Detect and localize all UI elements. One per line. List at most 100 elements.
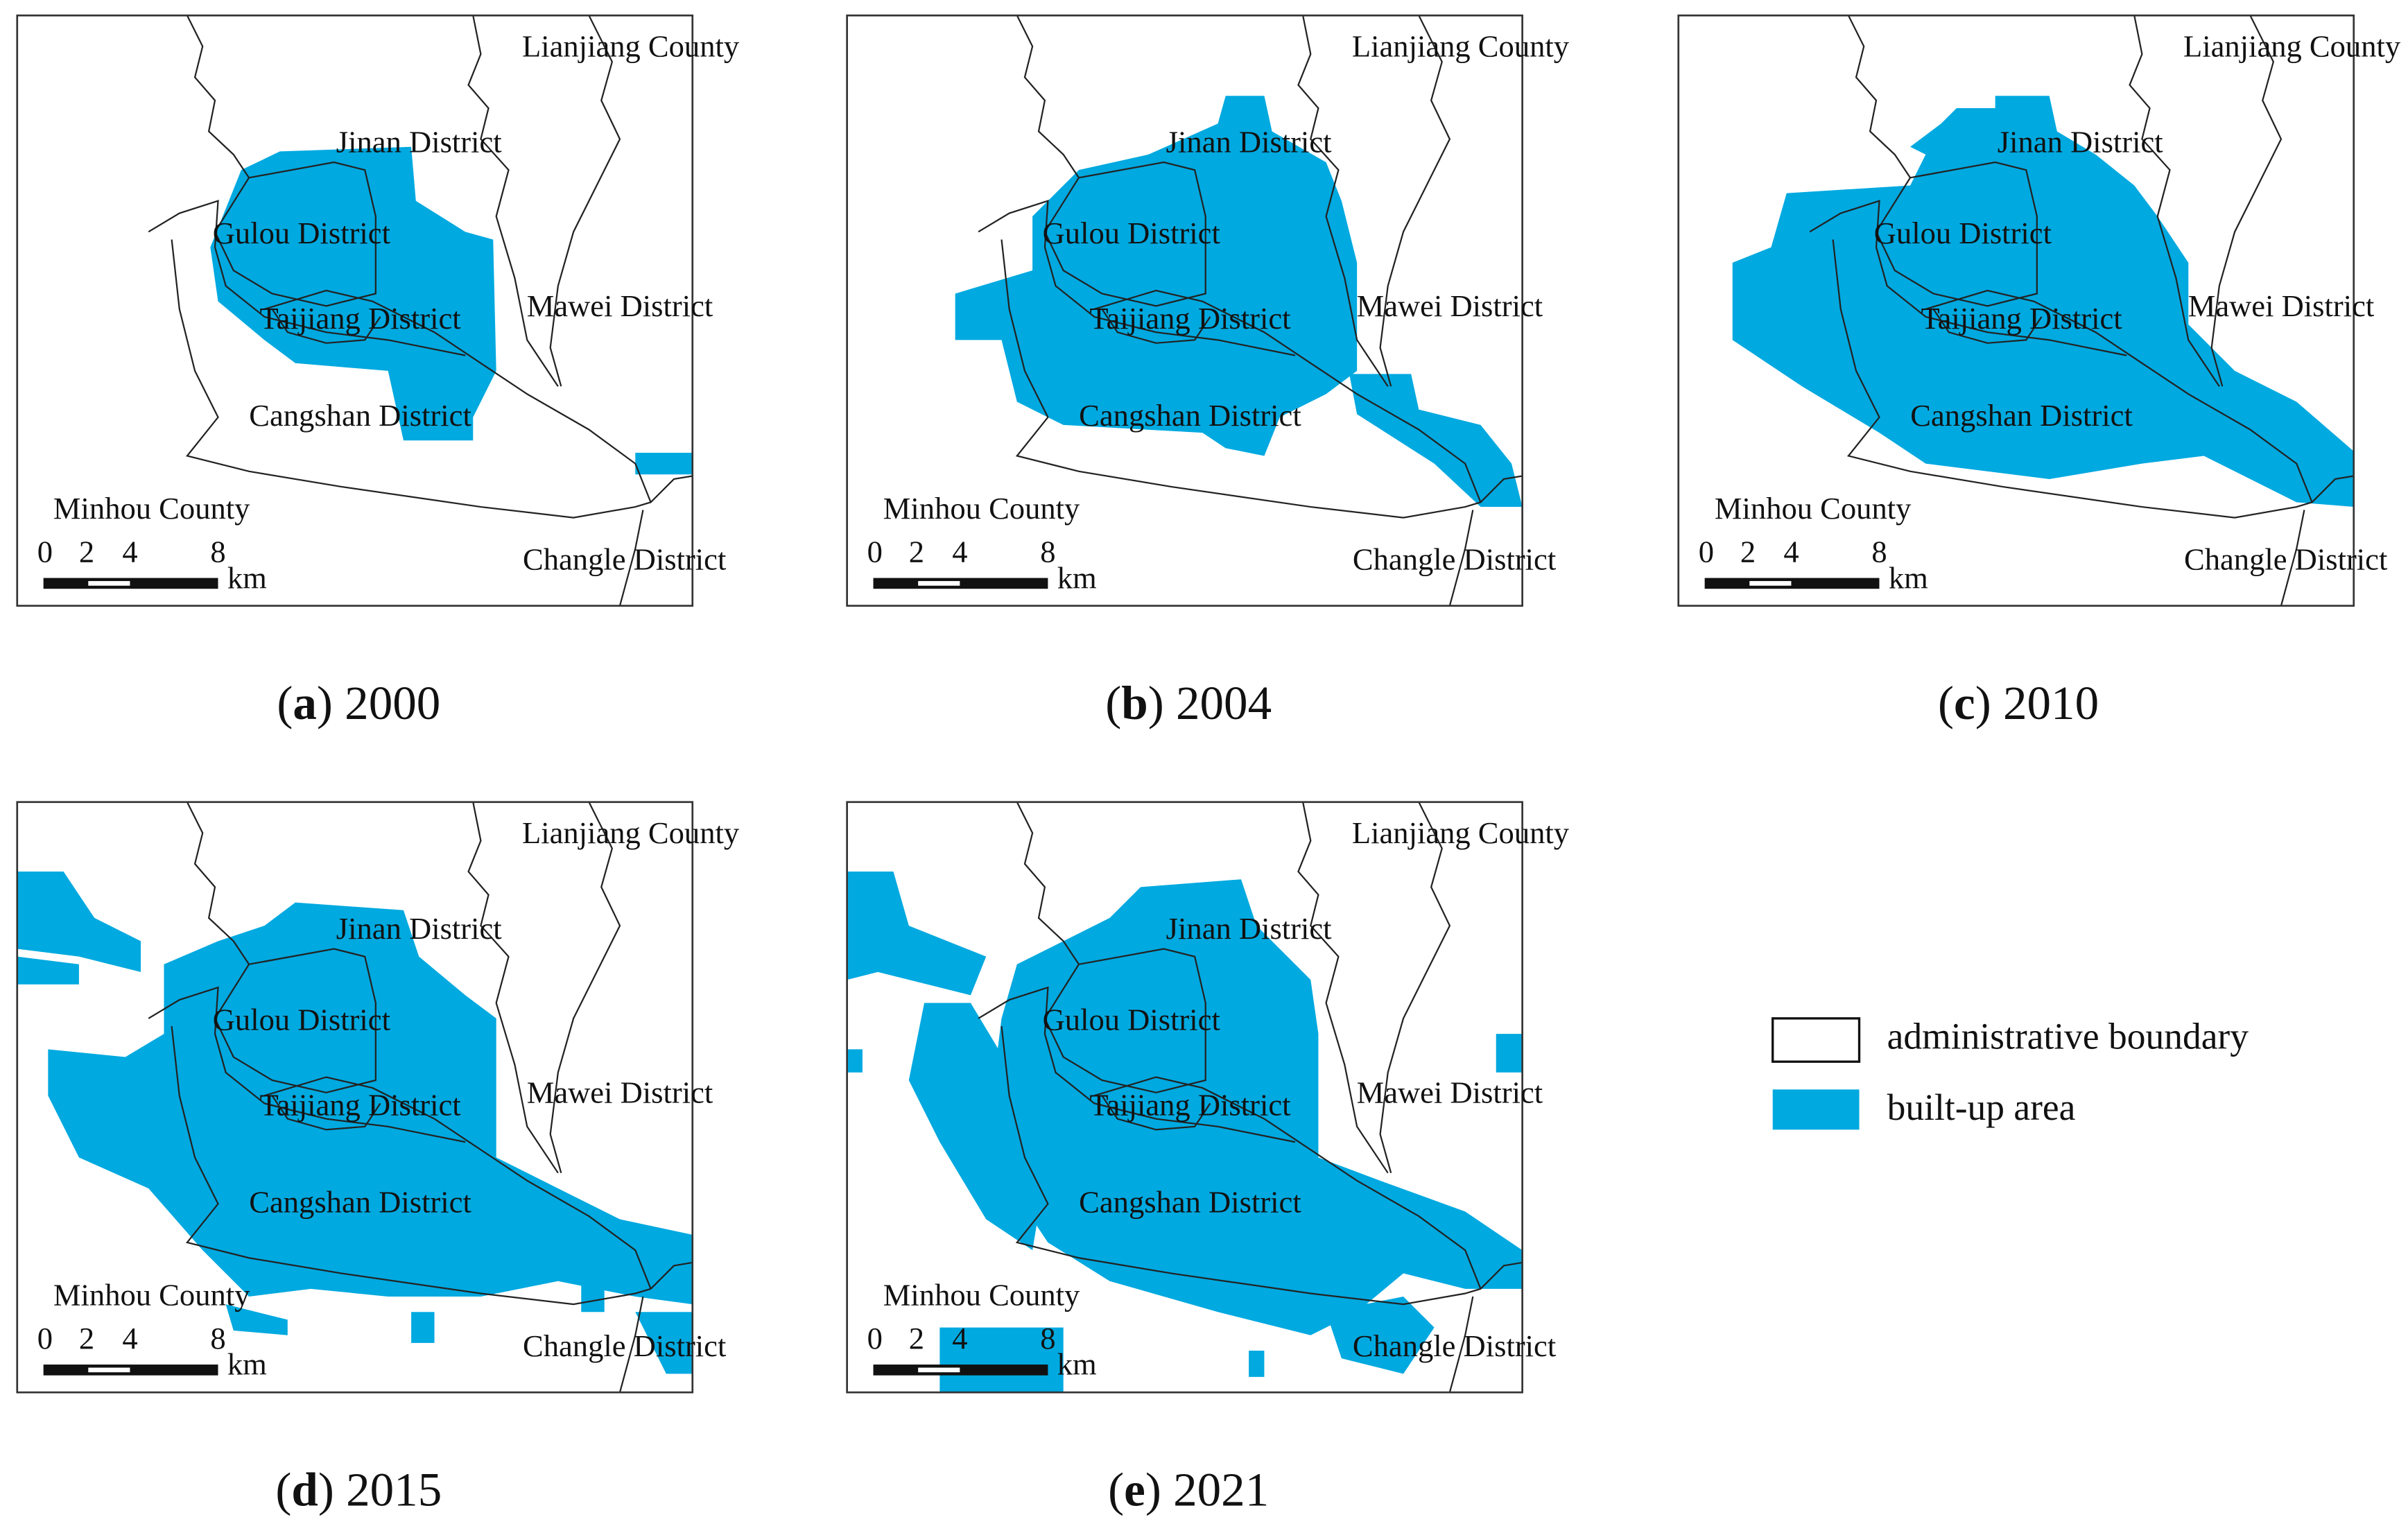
place-label: Taijiang District	[1089, 301, 1291, 336]
place-label: Lianjiang County	[2183, 29, 2401, 64]
scale-unit: km	[1889, 560, 1928, 595]
place-label: Changle District	[523, 542, 727, 577]
boundary	[2210, 15, 2283, 387]
boundary	[1448, 510, 1474, 606]
boundary	[549, 802, 621, 1173]
place-label: Cangshan District	[249, 398, 471, 433]
caption-part: (	[277, 676, 293, 729]
place-label: Minhou County	[883, 1277, 1080, 1312]
place-label: Lianjiang County	[1352, 815, 1570, 850]
boundary	[549, 15, 621, 387]
place-label: Mawei District	[2188, 288, 2375, 323]
boundary	[1093, 1076, 1482, 1290]
map-content	[17, 802, 693, 1393]
built-up-area	[1732, 96, 2354, 508]
built-up-area	[225, 1304, 288, 1335]
place-label: Mawei District	[1357, 288, 1543, 323]
boundary	[171, 239, 693, 519]
place-label: Cangshan District	[1910, 398, 2133, 433]
place-label: Lianjiang County	[1352, 29, 1570, 64]
legend-label: built-up area	[1887, 1086, 2076, 1128]
place-label: Gulou District	[213, 216, 391, 250]
boundary	[1379, 802, 1451, 1173]
scale-label: 2	[909, 534, 924, 569]
place-label: Changle District	[1353, 1328, 1557, 1363]
boundary	[271, 1095, 381, 1131]
boundary	[2280, 510, 2305, 606]
scale-unit: km	[1057, 560, 1097, 595]
scale-bar	[1704, 578, 1880, 589]
scale-label: 2	[79, 534, 94, 569]
built-up-area	[847, 872, 987, 996]
boundary	[186, 802, 250, 965]
boundary	[1043, 948, 1206, 1093]
built-up-area	[939, 1327, 1064, 1393]
boundary	[1001, 1025, 1523, 1306]
place-label: Mawei District	[527, 1075, 713, 1109]
place-label: Taijiang District	[259, 301, 461, 336]
panel-caption: (d) 2015	[275, 1462, 442, 1516]
place-label: Cangshan District	[1079, 1185, 1301, 1220]
place-label: Taijiang District	[259, 1087, 461, 1122]
boundary	[271, 309, 381, 344]
scale-label: 8	[1040, 1321, 1055, 1356]
built-up-area	[17, 956, 79, 985]
caption-part: (	[1108, 1462, 1124, 1516]
built-up-area	[955, 96, 1358, 456]
caption-part: c	[1954, 676, 1975, 729]
scale-label: 4	[952, 1321, 967, 1356]
scale-bar-segment	[88, 1367, 130, 1373]
legend-label: administrative boundary	[1887, 1015, 2249, 1057]
scale-label: 4	[952, 534, 967, 569]
scale-label: 8	[1871, 534, 1887, 569]
scale-label: 4	[122, 534, 137, 569]
scale-label: 2	[909, 1321, 924, 1356]
boundary	[1101, 1095, 1211, 1131]
scale-label: 0	[37, 1321, 53, 1356]
scale-label: 0	[37, 534, 53, 569]
caption-part: ) 2000	[317, 676, 440, 729]
scale-bar-segment	[88, 581, 130, 586]
place-label: Gulou District	[213, 1003, 391, 1037]
boundary	[186, 15, 250, 178]
boundary	[1297, 802, 1389, 1174]
boundary	[618, 510, 644, 606]
built-up-area	[1349, 374, 1523, 508]
map-panel: Lianjiang County Jinan District Gulou Dist…	[16, 801, 740, 1394]
scale-label: 0	[1699, 534, 1714, 569]
caption-part: d	[291, 1462, 318, 1516]
built-up-area	[411, 1312, 435, 1343]
scale-bar-segment	[918, 581, 960, 586]
map-content	[955, 15, 1523, 606]
boundary	[1379, 15, 1451, 387]
scale-label: 8	[1040, 534, 1055, 569]
map-frame	[16, 14, 694, 607]
boundary	[1016, 15, 1080, 178]
caption-part: ) 2021	[1145, 1462, 1269, 1516]
caption-part: ) 2004	[1148, 676, 1272, 729]
boundary	[1925, 289, 2313, 503]
scale-label: 2	[1740, 534, 1756, 569]
map-frame	[1677, 14, 2355, 607]
built-up-area	[635, 1312, 693, 1374]
boundary	[1101, 309, 1211, 344]
map-panel: Lianjiang County Jinan District Gulou Dist…	[1677, 14, 2401, 607]
place-label: Jinan District	[1166, 911, 1332, 946]
panel-caption: (c) 2010	[1938, 676, 2099, 729]
scale-bar	[873, 1365, 1048, 1376]
scale-unit: km	[227, 1347, 267, 1382]
scale-bar	[43, 578, 218, 589]
boundary	[214, 948, 376, 1093]
boundary	[467, 802, 559, 1174]
map-panel: Lianjiang County Jinan District Gulou Dist…	[846, 801, 1570, 1394]
built-up-area	[210, 146, 496, 441]
boundary	[264, 1076, 652, 1290]
boundary	[214, 161, 376, 307]
built-up-area	[847, 1049, 863, 1073]
boundary	[1832, 239, 2354, 519]
built-up-area	[635, 453, 693, 475]
place-label: Gulou District	[1874, 216, 2052, 250]
place-label: Lianjiang County	[522, 815, 740, 850]
place-label: Cangshan District	[249, 1185, 471, 1220]
